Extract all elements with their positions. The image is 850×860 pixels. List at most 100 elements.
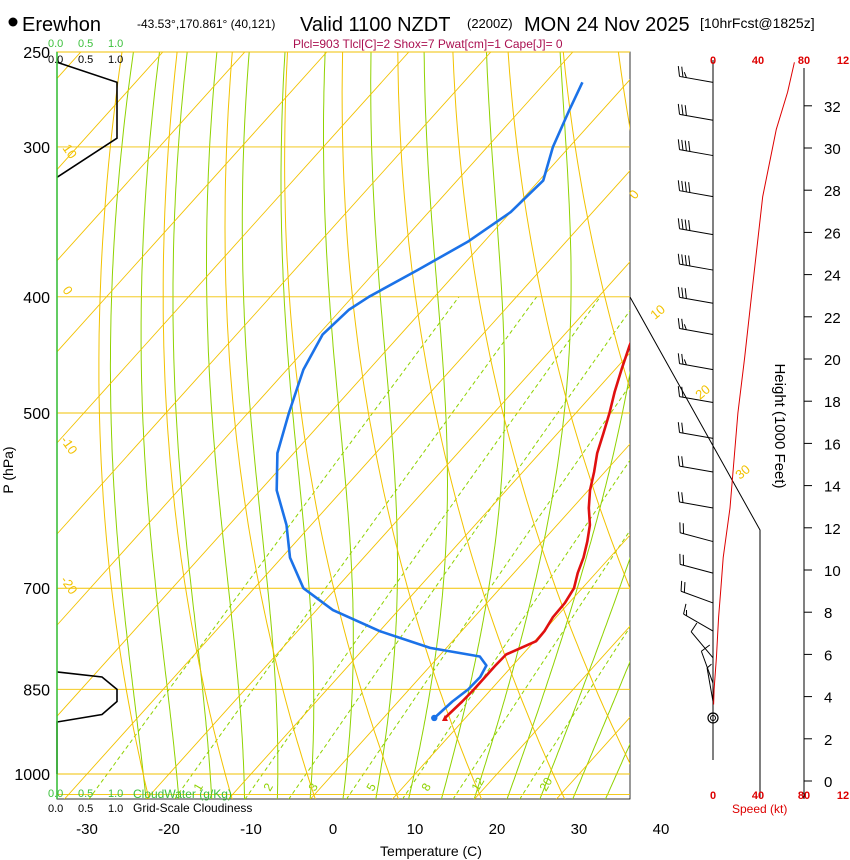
cloudiness-profile — [56, 52, 118, 799]
moist-adiabat-line — [506, 370, 630, 799]
isotherm-line — [57, 52, 246, 262]
wind-barb — [677, 422, 714, 439]
height-tick-label: 8 — [824, 605, 832, 622]
dry-adiabat-label: 10 — [60, 141, 81, 161]
mixing-ratio-line — [401, 459, 630, 799]
moist-adiabat-line — [572, 660, 630, 799]
pressure-tick-label: 300 — [23, 140, 50, 157]
wind-barb-flag — [683, 359, 687, 366]
header: Erewhon -43.53°,170.861° (40,121) Valid … — [8, 14, 815, 51]
dry-adiabat-line — [617, 52, 630, 132]
height-tick-label: 28 — [824, 183, 841, 200]
wind-barb-flag — [688, 255, 691, 267]
surface-temperature-marker — [441, 714, 448, 721]
height-axis-title: Height (1000 Feet) — [771, 363, 788, 488]
wind-barb — [677, 180, 714, 198]
wind-barb-staff — [679, 75, 714, 83]
height-tick-label: 0 — [824, 774, 832, 791]
moist-adiabat-line — [280, 52, 315, 799]
sounding-indices: Plcl=903 Tlcl[C]=2 Shox=7 Pwat[cm]=1 Cap… — [293, 37, 563, 51]
cloudiness-tick-label: 0.0 — [48, 803, 63, 815]
wind-barb — [683, 603, 714, 632]
cloudwater-label: CloudWater (g/Kg) — [133, 787, 232, 801]
wind-barb — [677, 139, 714, 157]
wind-barb-flag — [684, 140, 687, 151]
wind-barb-flag — [677, 455, 681, 467]
wind-barb-staff — [680, 590, 714, 604]
dry-adiabat-line — [98, 52, 150, 799]
moist-adiabat-line — [440, 52, 506, 799]
pressure-tick-label: 500 — [23, 406, 50, 423]
wind-barb — [677, 318, 714, 335]
wind-barb-flag — [684, 105, 687, 116]
wind-barb-flag — [681, 386, 684, 398]
cloudwater-tick-label: 0.0 — [48, 38, 63, 50]
cloudiness-tick-label: 0.0 — [48, 54, 63, 66]
mixing-ratio-label: 20 — [536, 775, 555, 794]
height-tick-label: 22 — [824, 310, 841, 327]
wind-barb-flag — [688, 220, 691, 231]
wind-barb — [677, 253, 714, 271]
wind-barb-flag — [681, 318, 684, 330]
wind-barb — [677, 353, 714, 371]
wind-barb-flag — [683, 603, 687, 615]
wind-barb — [677, 218, 714, 236]
wind-barb-flag — [677, 180, 681, 191]
temperature-axis: -30 -20 -10 0 10 20 30 40 — [76, 821, 669, 838]
wind-barb-flag — [684, 288, 687, 299]
wind-barb-flag — [683, 582, 686, 593]
isobars — [57, 51, 630, 795]
height-tick-label: 20 — [824, 352, 841, 369]
wind-barb — [679, 553, 714, 574]
dry-adiabat-line — [562, 52, 630, 391]
station-marker-icon — [8, 17, 18, 27]
wind-barb-flag — [680, 580, 683, 592]
isotherm-line — [474, 625, 630, 799]
cloudwater-tick-label: 1.0 — [108, 38, 123, 50]
wind-barb-flag — [681, 353, 684, 365]
wind-barb — [677, 66, 714, 83]
cloudiness-upper-line — [56, 61, 118, 178]
station-coords: -43.53°,170.861° (40,121) — [137, 17, 275, 31]
wind-panel-boundary — [629, 296, 761, 798]
wind-barb-flag — [677, 318, 681, 329]
moist-adiabat-line — [638, 31, 850, 800]
wind-barb-staff — [679, 465, 714, 473]
wind-barb-staff — [679, 149, 714, 157]
cloudwater-tick-label: 0.5 — [78, 788, 93, 800]
speed-axis-label: Speed (kt) — [732, 802, 787, 816]
wind-barb-flag — [681, 492, 684, 503]
wind-barb-staff — [690, 631, 714, 659]
speed-tick-label: 0 — [710, 55, 716, 67]
moist-adiabat-line — [473, 52, 572, 799]
isotherm-line — [64, 169, 630, 799]
wind-barb — [680, 580, 714, 604]
height-tick-label: 24 — [824, 268, 841, 285]
pressure-tick-label: 700 — [23, 581, 50, 598]
wind-barb-flag — [681, 287, 684, 299]
wind-barb-flag — [684, 181, 687, 192]
wind-barb-staff — [679, 363, 714, 371]
dry-adiabat-label: 30 — [732, 462, 753, 483]
dewpoint-line — [275, 81, 584, 719]
wind-barb-flag — [681, 254, 684, 265]
speed-tick-label: 12 — [837, 55, 849, 67]
wind-barb-staff — [679, 228, 714, 236]
speed-tick-label: 40 — [752, 55, 764, 67]
dry-adiabat-line — [397, 52, 566, 799]
wind-barb — [677, 103, 714, 121]
moist-adiabats — [109, 31, 850, 800]
dry-adiabat-line — [452, 52, 630, 765]
y-axis-title: P (hPa) — [0, 446, 16, 493]
speed-tick-label: 0 — [710, 790, 716, 802]
temperature-tick-label: 10 — [407, 821, 424, 838]
wind-barb-flag — [677, 491, 681, 503]
pressure-tick-label: 400 — [23, 290, 50, 307]
wind-barb-flag — [677, 139, 681, 150]
isotherm-line — [310, 443, 630, 799]
wind-barb-flag — [681, 218, 684, 230]
pressure-tick-label: 1000 — [14, 767, 50, 784]
wind-barb-flag — [677, 386, 681, 397]
height-tick-label: 32 — [824, 99, 841, 116]
cloudiness-tick-label: 0.5 — [78, 803, 93, 815]
